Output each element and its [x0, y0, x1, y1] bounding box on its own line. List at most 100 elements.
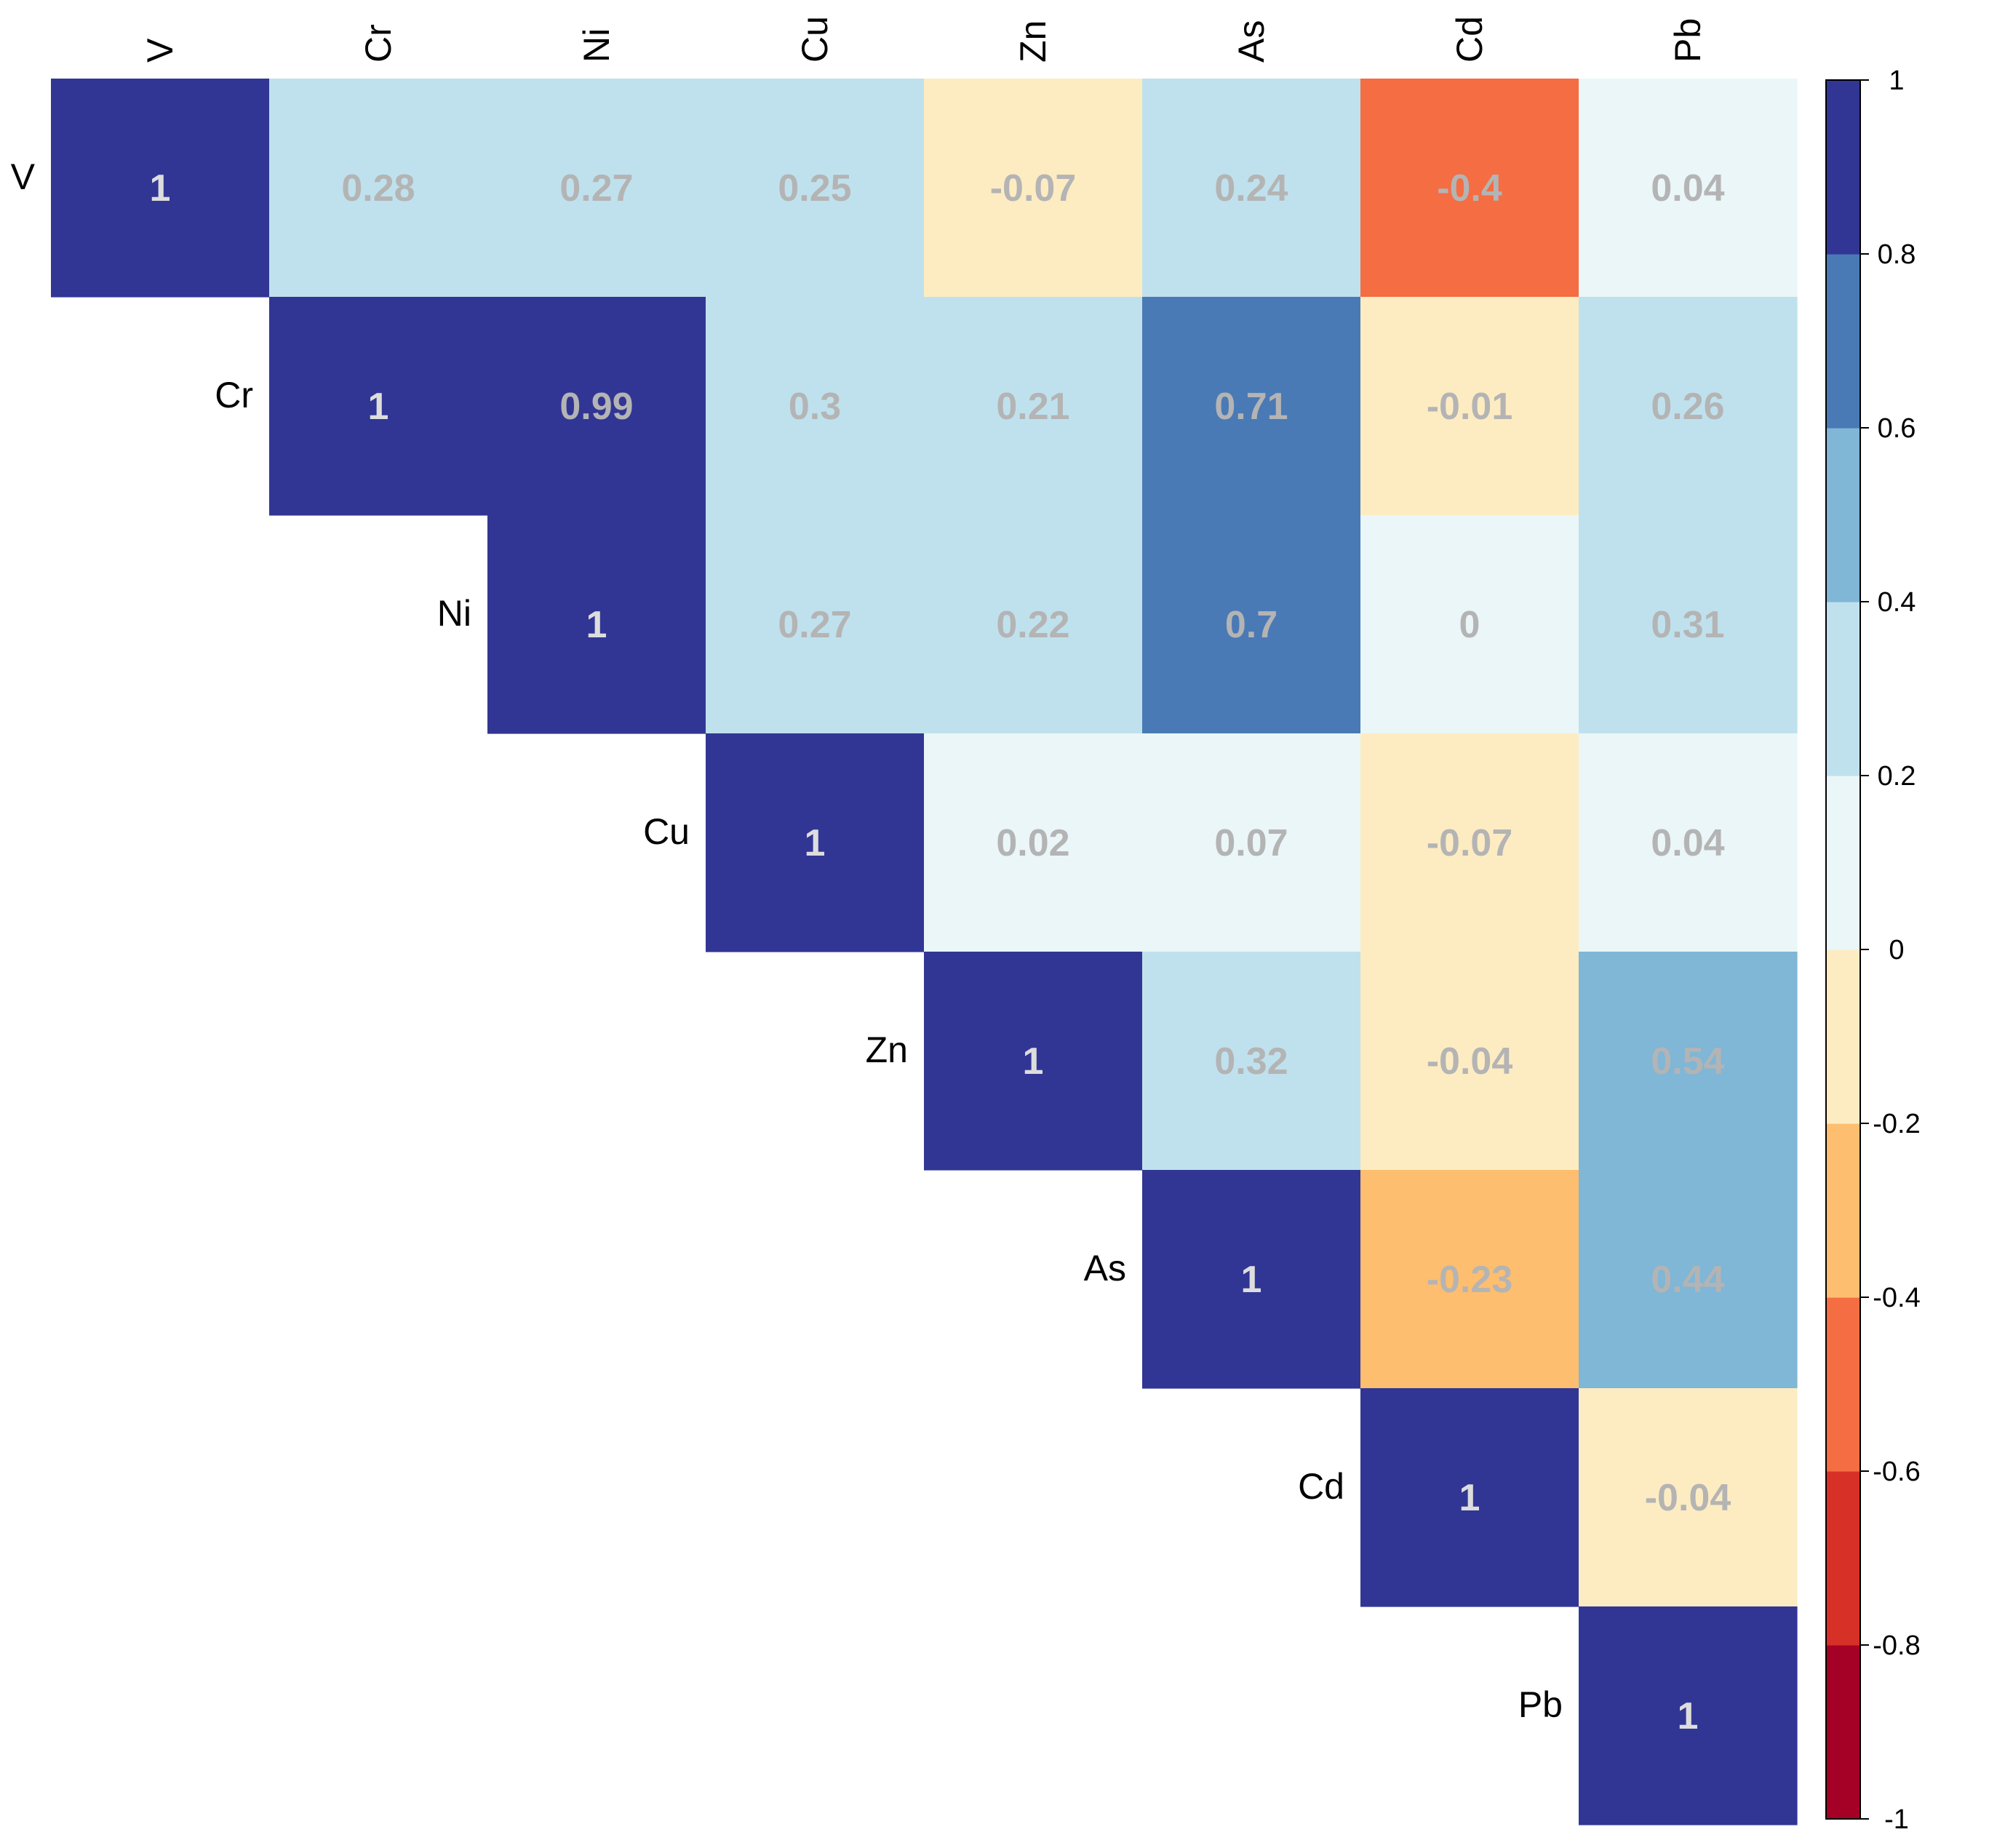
cell-Ni-Ni: [487, 515, 706, 734]
row-label-As: As: [1084, 1248, 1126, 1289]
cell-Cr-Ni: [487, 297, 706, 516]
row-label-Cd: Cd: [1298, 1466, 1344, 1507]
heatmap-cell-labels: 1 0.28 0.27 0.25 -0.07 0.24 -0.4 0.04 1 0.99 0.3 0.…: [150, 167, 1731, 1737]
cell-Cu-Cu: [706, 733, 925, 952]
cell-value-Cd-Cd: 1: [1459, 1477, 1480, 1519]
cell-Cr-Pb: [1579, 297, 1798, 516]
cell-As-Cd: [1360, 1170, 1579, 1389]
cell-Cu-Zn: [924, 733, 1143, 952]
row-label-Ni: Ni: [437, 593, 471, 634]
cell-value-Ni-Cd: 0: [1459, 604, 1480, 646]
cell-value-V-V: 1: [150, 167, 171, 210]
cell-value-Cr-Cd: -0.01: [1427, 386, 1513, 428]
cell-Cu-Pb: [1579, 733, 1798, 952]
legend-tick-label-0: -1: [1884, 1804, 1909, 1835]
legend-bin-8: [1826, 254, 1860, 429]
cell-value-V-Cd: -0.4: [1437, 167, 1502, 210]
cell-V-Cr: [269, 79, 488, 298]
cell-value-Cr-As: 0.71: [1214, 386, 1288, 428]
cell-Zn-As: [1142, 952, 1361, 1171]
cell-value-Cr-Cu: 0.3: [789, 386, 841, 428]
legend-bin-7: [1826, 428, 1860, 602]
cell-V-Cd: [1360, 79, 1579, 298]
cell-Cr-As: [1142, 297, 1361, 516]
cell-value-V-Pb: 0.04: [1651, 167, 1724, 210]
cell-value-Ni-Cu: 0.27: [778, 604, 851, 646]
cell-value-Pb-Pb: 1: [1678, 1695, 1699, 1737]
cell-value-Ni-As: 0.7: [1225, 604, 1277, 646]
cell-As-As: [1142, 1170, 1361, 1389]
cell-Ni-Cd: [1360, 515, 1579, 734]
heatmap-cells: [51, 79, 1798, 1825]
legend-tick-label-3: -0.4: [1873, 1283, 1920, 1313]
legend-bin-3: [1826, 1123, 1860, 1298]
legend-tick-label-10: 1: [1889, 65, 1904, 96]
legend-bin-4: [1826, 949, 1860, 1124]
legend-bin-9: [1826, 80, 1860, 255]
legend-tick-label-8: 0.6: [1878, 413, 1916, 444]
cell-value-V-Zn: -0.07: [990, 167, 1077, 210]
color-legend: -1 -0.8 -0.6 -0.4 -0.2 0 0.2 0.4 0.6 0.8 1: [1825, 65, 1921, 1835]
cell-Cr-Zn: [924, 297, 1143, 516]
column-label-Cr: Cr: [358, 24, 399, 63]
legend-tick-label-6: 0.2: [1878, 761, 1916, 792]
cell-Cr-Cu: [706, 297, 925, 516]
cell-value-V-As: 0.24: [1214, 167, 1288, 210]
column-label-V: V: [140, 38, 180, 63]
legend-tick-label-1: -0.8: [1873, 1630, 1920, 1661]
legend-tick-label-4: -0.2: [1873, 1109, 1920, 1139]
cell-value-Cr-Pb: 0.26: [1651, 386, 1724, 428]
cell-value-Cr-Ni: 0.99: [559, 386, 633, 428]
legend-bin-2: [1826, 1297, 1860, 1472]
cell-Ni-As: [1142, 515, 1361, 734]
cell-value-Cr-Zn: 0.21: [996, 386, 1069, 428]
cell-Zn-Cd: [1360, 952, 1579, 1171]
cell-value-V-Cr: 0.28: [341, 167, 415, 210]
cell-Pb-Pb: [1579, 1606, 1798, 1825]
legend-bin-0: [1826, 1645, 1860, 1820]
cell-Ni-Cu: [706, 515, 925, 734]
cell-V-Zn: [924, 79, 1143, 298]
cell-value-Ni-Pb: 0.31: [1651, 604, 1724, 646]
cell-value-Cu-Cd: -0.07: [1427, 822, 1513, 864]
cell-value-Cu-As: 0.07: [1214, 822, 1288, 864]
cell-Cd-Cd: [1360, 1388, 1579, 1607]
cell-value-Zn-Cd: -0.04: [1427, 1040, 1513, 1083]
row-label-Pb: Pb: [1518, 1684, 1563, 1725]
cell-value-Cu-Cu: 1: [805, 822, 826, 864]
row-label-V: V: [11, 156, 36, 197]
cell-Zn-Pb: [1579, 952, 1798, 1171]
column-label-Zn: Zn: [1013, 20, 1053, 63]
cell-V-Cu: [706, 79, 925, 298]
cell-value-As-As: 1: [1241, 1259, 1262, 1301]
cell-Ni-Zn: [924, 515, 1143, 734]
legend-tick-label-9: 0.8: [1878, 239, 1916, 270]
cell-Cr-Cd: [1360, 297, 1579, 516]
legend-bin-1: [1826, 1471, 1860, 1646]
legend-bin-6: [1826, 602, 1860, 776]
cell-value-Cu-Pb: 0.04: [1651, 822, 1724, 864]
cell-value-As-Cd: -0.23: [1427, 1259, 1513, 1301]
cell-value-Ni-Zn: 0.22: [996, 604, 1069, 646]
cell-value-V-Cu: 0.25: [778, 167, 851, 210]
column-label-Cu: Cu: [794, 16, 835, 63]
column-label-Cd: Cd: [1449, 16, 1490, 63]
legend-bin-5: [1826, 776, 1860, 950]
legend-tick-label-2: -0.6: [1873, 1457, 1920, 1487]
cell-V-Ni: [487, 79, 706, 298]
cell-value-Zn-Pb: 0.54: [1651, 1040, 1724, 1083]
row-label-Cu: Cu: [643, 811, 690, 852]
cell-Ni-Pb: [1579, 515, 1798, 734]
column-label-Pb: Pb: [1667, 18, 1708, 63]
cell-value-Cr-Cr: 1: [368, 386, 389, 428]
legend-tick-label-5: 0: [1889, 935, 1904, 965]
cell-As-Pb: [1579, 1170, 1798, 1389]
cell-value-As-Pb: 0.44: [1651, 1259, 1724, 1301]
cell-value-V-Ni: 0.27: [559, 167, 633, 210]
cell-V-As: [1142, 79, 1361, 298]
row-labels: V Cr Ni Cu Zn As Cd Pb: [11, 156, 1563, 1725]
row-label-Zn: Zn: [866, 1029, 908, 1070]
row-label-Cr: Cr: [215, 375, 253, 415]
legend-tick-label-7: 0.4: [1878, 587, 1916, 618]
